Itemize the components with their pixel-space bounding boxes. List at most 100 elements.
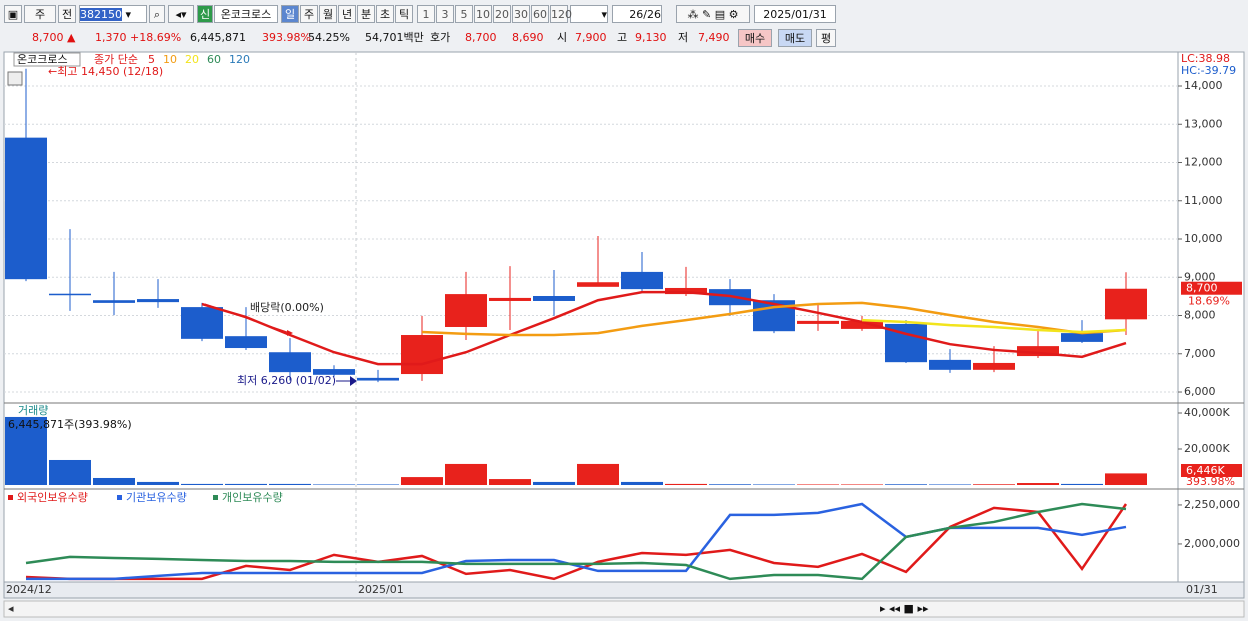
y-tick-label: 2,250,000 xyxy=(1184,498,1240,511)
avg-button[interactable]: 평 xyxy=(816,29,836,47)
change: 1,370 xyxy=(95,31,127,44)
candle-body xyxy=(181,307,223,339)
code: 382150 xyxy=(80,8,122,21)
interval-button[interactable]: 10 xyxy=(474,5,492,23)
candle-body xyxy=(577,282,619,287)
scrollbar[interactable] xyxy=(3,600,1245,618)
candle-body xyxy=(225,336,267,349)
interval-button[interactable]: 120 xyxy=(550,5,572,23)
amount: 54,701백만 xyxy=(365,31,424,44)
candle-body xyxy=(841,320,883,329)
interval-select[interactable]: ▾ xyxy=(570,5,608,23)
interval-button[interactable]: 3 xyxy=(436,5,454,23)
period-button[interactable]: 분 xyxy=(357,5,375,23)
bid-label: 호가 xyxy=(430,31,451,44)
count[interactable]: 26/26 xyxy=(612,5,662,23)
period-button[interactable]: 년 xyxy=(338,5,356,23)
cursor-date: 01/31 xyxy=(1186,583,1218,596)
change-rate: +18.69% xyxy=(130,31,182,44)
y-tick-label: 14,000 xyxy=(1184,79,1223,92)
y-tick-label: 10,000 xyxy=(1184,232,1223,245)
table-icon[interactable] xyxy=(7,71,23,86)
y-tick-label: 6,000 xyxy=(1184,385,1216,398)
period-button[interactable]: 월 xyxy=(319,5,337,23)
interval-button[interactable]: 1 xyxy=(417,5,435,23)
period-button[interactable]: 틱 xyxy=(395,5,413,23)
legend-name-box xyxy=(13,52,81,67)
y-tick-label: 40,000K xyxy=(1184,406,1230,419)
annotation-line xyxy=(204,303,291,334)
candle-body xyxy=(401,335,443,375)
moving-average xyxy=(861,318,1127,334)
candle-body xyxy=(621,271,663,290)
prev-button[interactable]: 전 xyxy=(58,5,76,23)
period-button[interactable]: 일 xyxy=(281,5,299,23)
last-volume-label: 6,446K xyxy=(1186,464,1225,477)
volume-bar xyxy=(621,481,663,485)
date-input[interactable]: 2025/01/31 xyxy=(754,5,836,23)
volume-bar xyxy=(49,459,91,485)
holding-line xyxy=(25,502,1127,581)
volume: 6,445,871 xyxy=(190,31,246,44)
volume-bar xyxy=(577,463,619,485)
tool-icons[interactable]: ⁂ ✎ ▤ ⚙ xyxy=(676,5,750,23)
legend-ma-label: 종가 단순 xyxy=(94,53,138,66)
candle-body xyxy=(489,297,531,301)
code-input[interactable]: 382150 ▾ xyxy=(79,5,147,23)
volume-bar xyxy=(753,484,795,485)
interval-button[interactable]: 60 xyxy=(531,5,549,23)
volume-ratio: 393.98% xyxy=(262,31,311,44)
sell-button[interactable]: 매도 xyxy=(778,29,812,47)
sound-button[interactable]: ◂▾ xyxy=(168,5,194,23)
y-tick-label: 9,000 xyxy=(1184,270,1216,283)
low: 7,490 xyxy=(698,31,730,44)
candle-body xyxy=(797,320,839,324)
panel-title: 거래량 xyxy=(18,404,48,417)
interval-button[interactable]: 30 xyxy=(512,5,530,23)
volume-bar xyxy=(973,484,1015,485)
annotation: 최저 6,260 (01/02) xyxy=(237,374,336,387)
volume-bar xyxy=(841,484,883,485)
market-select[interactable]: 주 xyxy=(24,5,56,23)
open: 7,900 xyxy=(575,31,607,44)
search-button[interactable]: ⌕ xyxy=(149,5,165,23)
scroll-left[interactable]: ◂ xyxy=(8,602,14,615)
turnover: 54.25% xyxy=(308,31,350,44)
volume-bar xyxy=(1105,473,1147,485)
interval-button[interactable]: 5 xyxy=(455,5,473,23)
period-button[interactable]: 초 xyxy=(376,5,394,23)
scroll-controls[interactable]: ▸ ◂◂ ■ ▸▸ xyxy=(880,602,929,615)
legend-item: 개인보유수량 xyxy=(222,491,283,504)
last-volume-tag xyxy=(1181,464,1242,477)
last-price-label: 8,700 xyxy=(1186,282,1218,295)
x-tick-label: 2025/01 xyxy=(358,583,404,596)
date-axis-bg xyxy=(3,581,1245,599)
buy-button[interactable]: 매수 xyxy=(738,29,772,47)
stock-name: 온코크로스 xyxy=(214,5,278,23)
volume-bar xyxy=(1017,483,1059,485)
x-tick-label: 2024/12 xyxy=(6,583,52,596)
period-button[interactable]: 주 xyxy=(300,5,318,23)
holding-line xyxy=(25,503,1128,581)
volume-ratio-label: 393.98% xyxy=(1186,475,1235,488)
candle-body xyxy=(1061,333,1103,342)
y-tick-label: 20,000K xyxy=(1184,442,1230,455)
legend-item: 기관보유수량 xyxy=(126,491,187,504)
y-tick-label: 8,000 xyxy=(1184,309,1216,322)
y-tick-label: 12,000 xyxy=(1184,156,1223,169)
moving-average xyxy=(421,301,1127,337)
candle-body xyxy=(49,293,91,296)
volume-bar xyxy=(885,484,927,485)
legend-item: 60 xyxy=(207,53,221,66)
volume-bar xyxy=(929,484,971,485)
interval-button[interactable]: 20 xyxy=(493,5,511,23)
volume-bar xyxy=(357,484,399,485)
new-badge[interactable]: 신 xyxy=(197,5,213,23)
volume-bar xyxy=(1061,483,1103,485)
legend-item: 5 xyxy=(148,53,155,66)
menu-icon[interactable]: ▣ xyxy=(4,5,22,23)
high-label: 고 xyxy=(617,31,628,44)
y-tick-label: 11,000 xyxy=(1184,194,1223,207)
